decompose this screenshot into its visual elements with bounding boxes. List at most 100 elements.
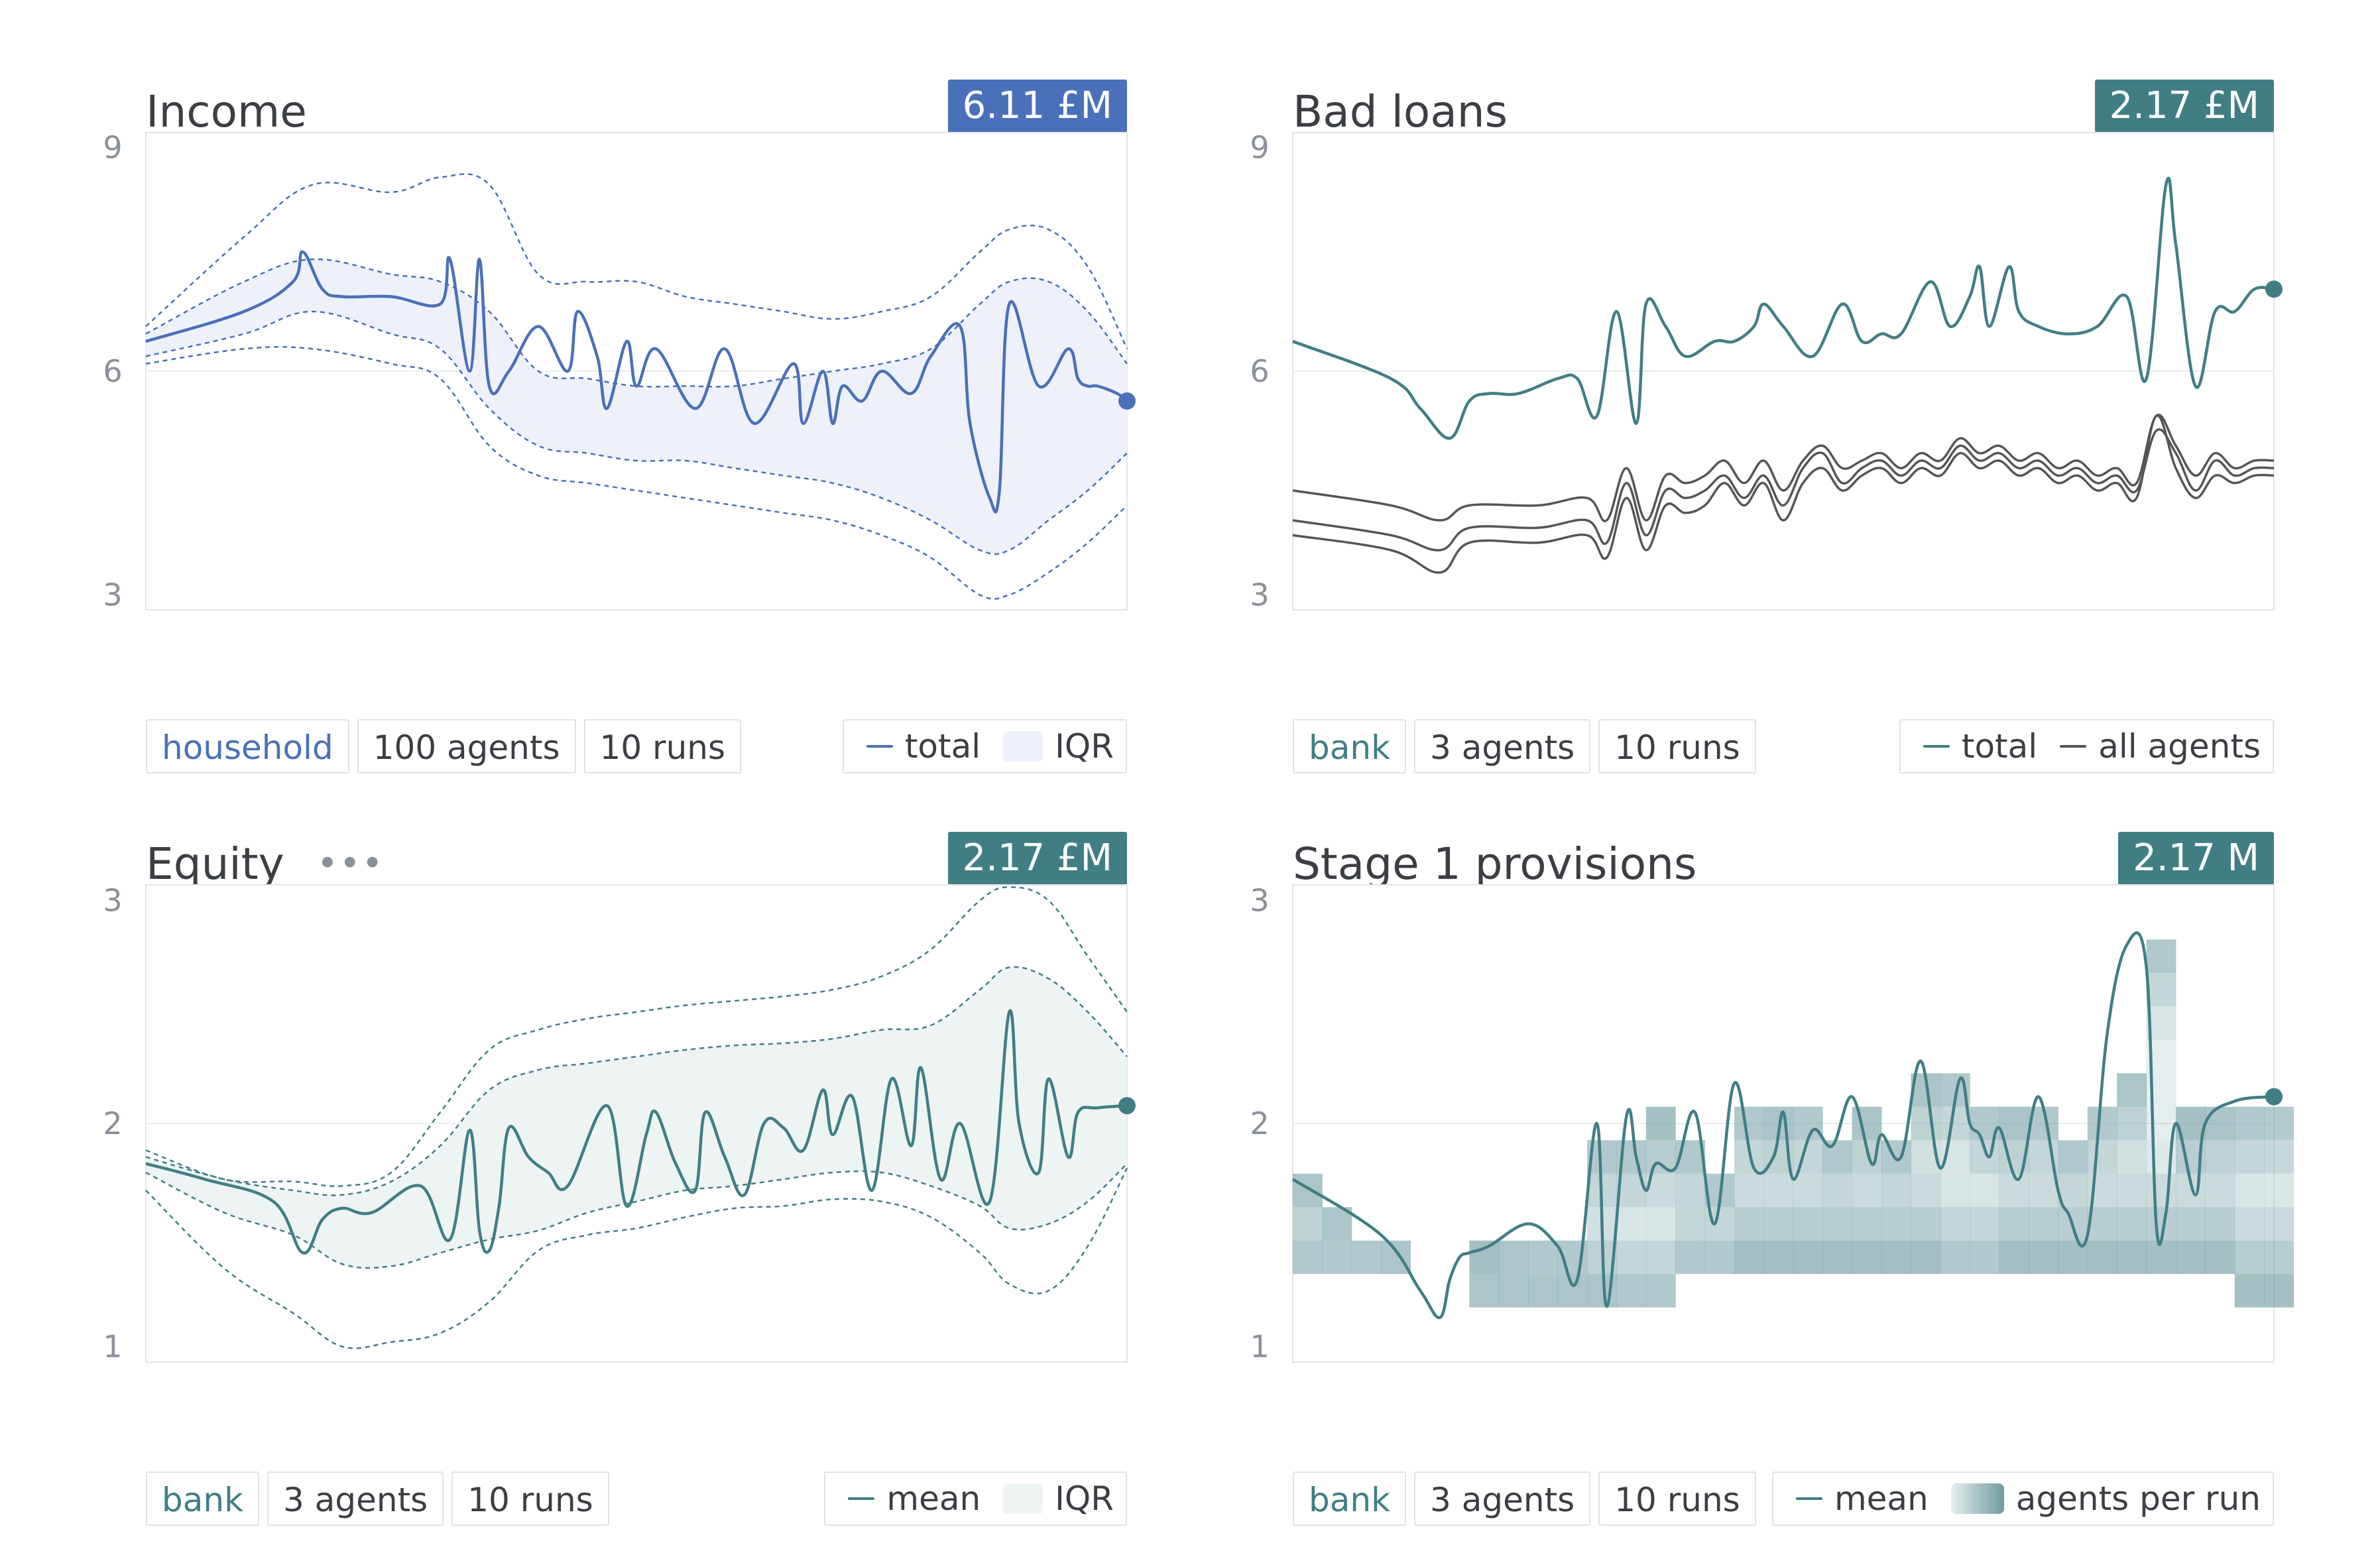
heat-cell	[1881, 1140, 1911, 1174]
agents-count-tag[interactable]: 3 agents	[267, 1471, 444, 1526]
heat-cell	[1970, 1240, 2000, 1275]
heat-cell	[1793, 1240, 1823, 1275]
heat-cell	[1322, 1240, 1352, 1275]
heat-cell	[2205, 1240, 2235, 1275]
heat-cell	[2029, 1207, 2058, 1241]
y-tick-label: 3	[1250, 577, 1269, 613]
heat-cell	[2234, 1207, 2265, 1241]
legend-item-agents-per-run[interactable]: agents per run	[1950, 1479, 2261, 1518]
legend-item-mean[interactable]: mean	[848, 1479, 981, 1518]
heat-cell	[1940, 1173, 1970, 1208]
heat-cell	[1616, 1240, 1647, 1275]
heat-cell	[1881, 1240, 1911, 1275]
runs-count-tag[interactable]: 10 runs	[451, 1471, 609, 1526]
y-tick-label: 3	[103, 577, 122, 613]
heat-cell	[1793, 1173, 1823, 1208]
legend: mean agents per run	[1771, 1471, 2274, 1526]
bad-loans-panel: Bad loans 2.17 £M 3 6 9 bank 3 agents 10 r…	[1250, 46, 2283, 774]
legend-item-total[interactable]: total	[1923, 727, 2037, 766]
heat-cell	[2234, 1140, 2265, 1174]
y-tick-label: 6	[103, 353, 122, 389]
heat-cell	[1793, 1140, 1823, 1174]
outer-upper-line	[145, 886, 1128, 1187]
heat-cell	[2146, 1240, 2176, 1275]
heat-cell	[2205, 1207, 2235, 1241]
agents-count-tag[interactable]: 3 agents	[1414, 1471, 1591, 1526]
legend-item-all-agents[interactable]: all agents	[2060, 727, 2261, 766]
heat-cell	[1999, 1173, 2029, 1208]
heat-cell	[1645, 1106, 1676, 1141]
ellipsis-icon[interactable]: •••	[317, 842, 385, 884]
heat-cell	[1616, 1274, 1647, 1308]
iqr-upper-line	[145, 966, 1128, 1196]
line-swatch-icon	[1923, 745, 1950, 748]
heat-cell	[1970, 1173, 2000, 1208]
tag-row: bank 3 agents 10 runs	[146, 1471, 609, 1526]
y-tick-label: 9	[103, 130, 122, 166]
heat-cell	[1704, 1240, 1735, 1275]
heat-cell	[1822, 1240, 1853, 1275]
heat-cell	[2087, 1207, 2117, 1241]
agent-type-tag[interactable]: bank	[1293, 719, 1407, 774]
band-swatch-icon	[1003, 731, 1043, 762]
heat-cell	[1734, 1173, 1764, 1208]
heat-cell	[1675, 1240, 1706, 1275]
agent-series-line	[1292, 428, 2275, 551]
last-value-dot	[2265, 1088, 2283, 1106]
heat-cell	[1763, 1173, 1794, 1208]
last-value-dot	[1118, 392, 1136, 410]
heat-cell	[1675, 1173, 1706, 1208]
heat-cell	[1645, 1207, 1676, 1241]
heat-cell	[1498, 1240, 1529, 1275]
heat-cell	[1645, 1240, 1676, 1275]
y-tick-label: 3	[1250, 883, 1269, 919]
heat-cell	[2029, 1173, 2058, 1208]
heat-cell	[2058, 1140, 2088, 1174]
value-badge: 2.17 M	[2118, 832, 2274, 885]
y-tick-label: 9	[1250, 130, 1269, 166]
band-swatch-icon	[1003, 1483, 1043, 1514]
heat-cell	[1852, 1207, 1882, 1241]
legend-label: mean	[886, 1479, 981, 1518]
stage1-provisions-chart: 1 2 3	[1250, 883, 2294, 1364]
heat-cell	[1498, 1274, 1529, 1308]
legend-label: total	[1961, 727, 2038, 766]
heat-cell	[1557, 1274, 1588, 1308]
heat-cell	[1645, 1274, 1676, 1308]
runs-count-tag[interactable]: 10 runs	[1598, 1471, 1756, 1526]
legend-item-iqr[interactable]: IQR	[1003, 1479, 1114, 1518]
heat-cell	[2234, 1274, 2265, 1308]
y-tick-label: 2	[103, 1106, 122, 1141]
heat-cell	[1999, 1207, 2029, 1241]
agent-type-tag[interactable]: bank	[146, 1471, 260, 1526]
legend-item-total[interactable]: total	[866, 727, 981, 766]
agent-type-tag[interactable]: household	[146, 719, 349, 774]
heat-cell	[2264, 1240, 2294, 1275]
legend-item-iqr[interactable]: IQR	[1003, 727, 1114, 766]
iqr-band	[146, 259, 1127, 555]
heat-cell	[1763, 1240, 1794, 1275]
tag-row: bank 3 agents 10 runs	[1293, 1471, 1756, 1526]
heat-cell	[2117, 1240, 2147, 1275]
agents-count-tag[interactable]: 3 agents	[1414, 719, 1591, 774]
runs-count-tag[interactable]: 10 runs	[583, 719, 742, 774]
runs-count-tag[interactable]: 10 runs	[1598, 719, 1756, 774]
heat-cell	[2205, 1140, 2235, 1174]
heat-cell	[1911, 1106, 1941, 1141]
heat-cell	[2264, 1140, 2294, 1174]
main-series-line	[145, 1009, 1128, 1255]
value-badge: 2.17 £M	[947, 832, 1127, 885]
y-tick-label: 3	[103, 883, 122, 919]
legend-item-mean[interactable]: mean	[1795, 1479, 1929, 1518]
income-chart: 3 6 9	[103, 130, 1136, 613]
agents-count-tag[interactable]: 100 agents	[357, 719, 576, 774]
heat-cell	[2234, 1240, 2265, 1275]
heat-cell	[1911, 1173, 1941, 1208]
heat-cell	[1734, 1240, 1764, 1275]
y-tick-label: 1	[103, 1328, 122, 1364]
y-tick-label: 2	[1250, 1106, 1269, 1141]
heat-cell	[2205, 1106, 2235, 1141]
last-value-dot	[2265, 280, 2283, 298]
heat-cell	[2234, 1173, 2265, 1208]
agent-type-tag[interactable]: bank	[1293, 1471, 1407, 1526]
